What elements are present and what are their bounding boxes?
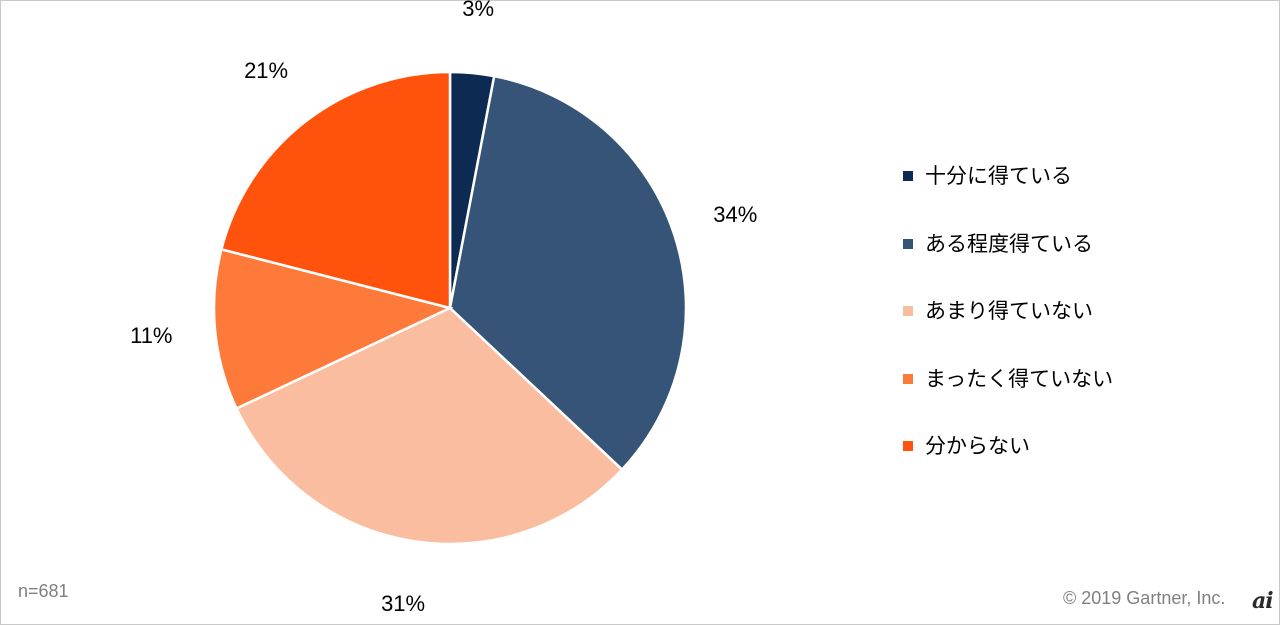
- pie-slice: [219, 70, 452, 310]
- data-label: 11%: [130, 323, 173, 349]
- legend-item: まったく得ていない: [903, 361, 1113, 429]
- data-label: 3%: [462, 0, 495, 22]
- pie-slice: [212, 247, 454, 411]
- watermark-logo: ai: [1252, 588, 1274, 614]
- data-label: 34%: [713, 202, 758, 228]
- legend-swatch: [903, 171, 913, 181]
- data-label: 31%: [381, 591, 426, 617]
- legend-item: 分からない: [903, 428, 1113, 496]
- legend-label: ある程度得ている: [925, 231, 1093, 256]
- legend-item: あまり得ていない: [903, 293, 1113, 361]
- legend-swatch: [903, 441, 913, 451]
- legend-item: ある程度得ている: [903, 226, 1113, 294]
- legend: 十分に得ている ある程度得ている あまり得ていない まったく得ていない 分からな…: [903, 158, 1113, 496]
- sample-size-note: n=681: [18, 581, 69, 601]
- data-label: 21%: [244, 58, 289, 83]
- copyright-text: © 2019 Gartner, Inc.: [1063, 588, 1226, 608]
- pie-slice: [448, 74, 688, 472]
- legend-label: 十分に得ている: [925, 164, 1072, 188]
- legend-swatch: [903, 238, 913, 249]
- pie-slice: [234, 306, 624, 546]
- legend-swatch: [903, 373, 913, 384]
- legend-label: まったく得ていない: [925, 366, 1114, 391]
- legend-label: 分からない: [925, 434, 1030, 458]
- legend-label: あまり得ていない: [925, 299, 1093, 323]
- legend-item: 十分に得ている: [903, 158, 1113, 226]
- legend-swatch: [903, 306, 913, 316]
